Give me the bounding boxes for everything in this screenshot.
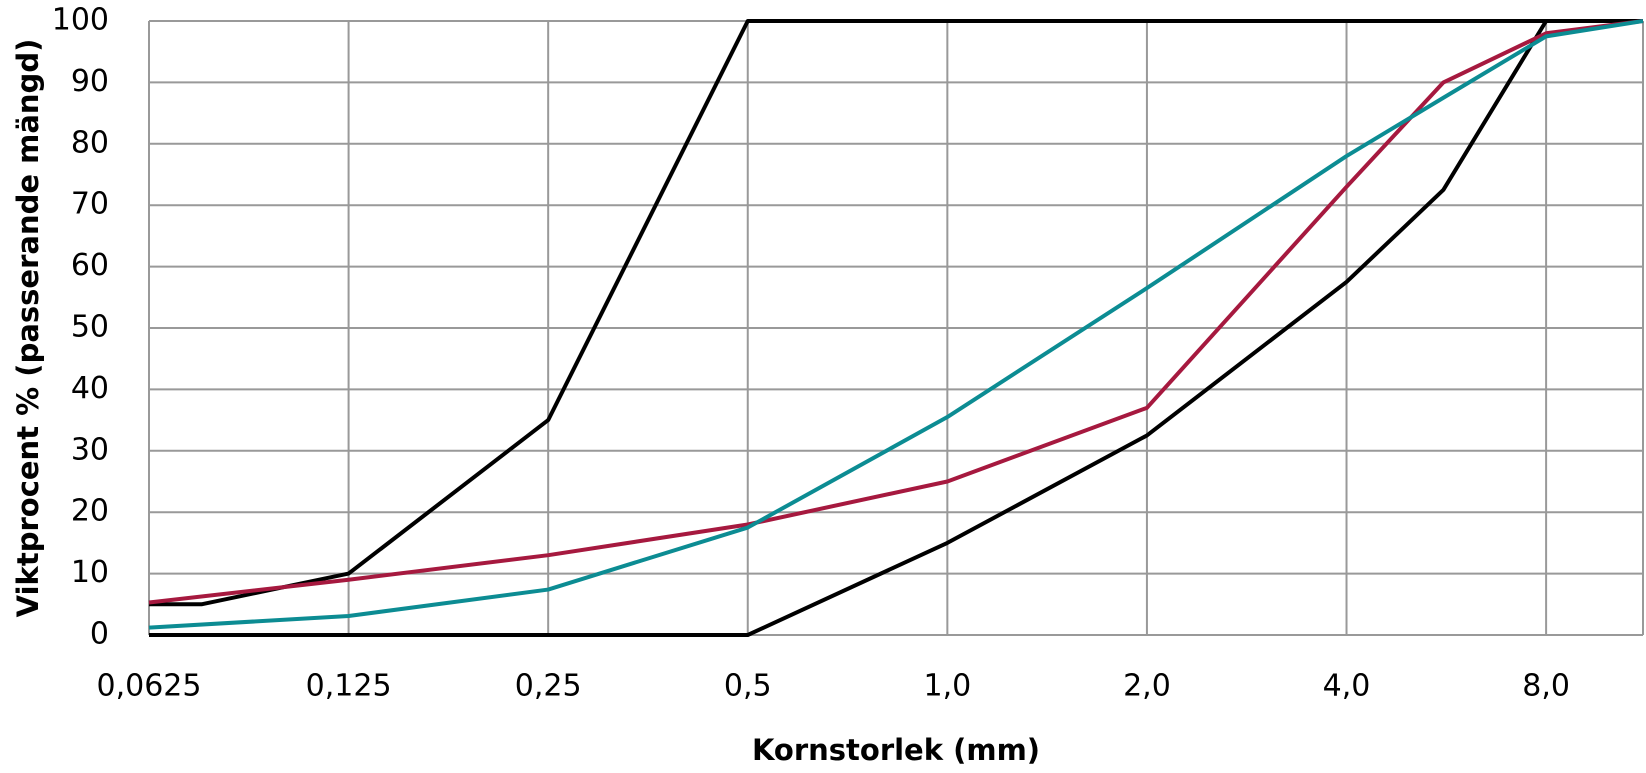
y-tick-label: 100 — [52, 3, 109, 38]
series-line — [149, 19, 1643, 607]
series-line — [148, 19, 1644, 605]
y-tick-label: 10 — [71, 555, 109, 590]
x-tick-label: 0,0625 — [97, 669, 202, 704]
x-tick-label: 0,125 — [306, 669, 392, 704]
x-tick-label: 4,0 — [1323, 669, 1371, 704]
x-tick-label: 8,0 — [1522, 669, 1570, 704]
y-tick-label: 90 — [71, 64, 109, 99]
y-tick-label: 40 — [71, 371, 109, 406]
x-tick-label: 0,5 — [724, 669, 772, 704]
x-tick-label: 2,0 — [1123, 669, 1171, 704]
series-line — [149, 19, 1643, 637]
x-axis-label: Kornstorlek (mm) — [752, 733, 1040, 767]
series-line — [148, 19, 1644, 630]
x-tick-label: 1,0 — [923, 669, 971, 704]
y-tick-label: 50 — [71, 310, 109, 345]
y-tick-label: 60 — [71, 248, 109, 283]
y-tick-label: 0 — [90, 617, 109, 652]
y-tick-label: 20 — [71, 494, 109, 529]
x-tick-label: 0,25 — [515, 669, 582, 704]
y-axis-label: Viktprocent % (passerande mängd) — [11, 39, 45, 618]
y-tick-label: 80 — [71, 125, 109, 160]
y-tick-label: 70 — [71, 187, 109, 222]
y-tick-label: 30 — [71, 432, 109, 467]
